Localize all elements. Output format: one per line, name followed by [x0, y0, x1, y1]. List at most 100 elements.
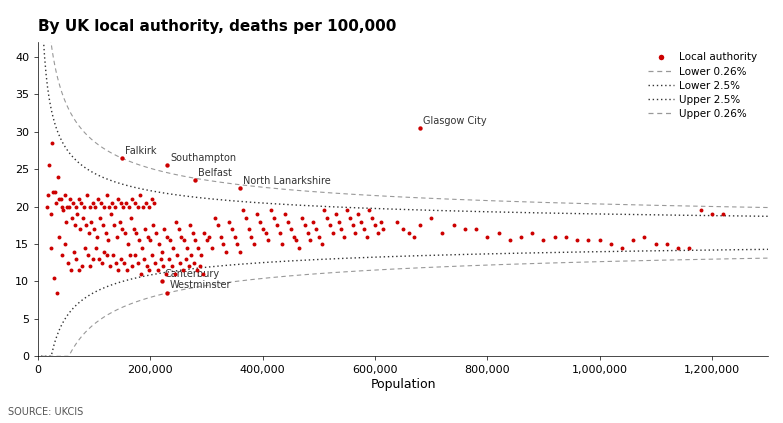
Point: [43, 162, 56, 169]
Point: [135, 244, 148, 251]
Point: [85, 218, 98, 225]
Point: [265, 207, 277, 214]
Point: [62, 259, 74, 266]
Point: [90, 244, 103, 251]
Point: [59, 241, 71, 247]
Point: [352, 211, 364, 217]
Point: [163, 255, 175, 262]
Point: [139, 200, 152, 206]
Point: [316, 241, 328, 247]
Point: [60, 218, 73, 225]
Point: [182, 263, 195, 270]
Point: [206, 244, 218, 251]
Point: [372, 229, 384, 236]
Point: [560, 233, 572, 240]
Point: [142, 233, 154, 240]
Point: [47, 188, 60, 195]
Point: [672, 244, 684, 251]
Point: [45, 211, 57, 217]
Point: [161, 162, 174, 169]
Point: [112, 267, 124, 274]
Point: [192, 244, 204, 251]
Point: [571, 237, 583, 244]
Point: [215, 233, 227, 240]
Point: [290, 237, 303, 244]
Point: [112, 196, 124, 203]
Point: [144, 237, 157, 244]
Point: [150, 229, 162, 236]
Point: [95, 200, 107, 206]
Point: [321, 214, 334, 221]
Point: [148, 200, 161, 206]
Point: [161, 233, 174, 240]
Point: [73, 267, 85, 274]
Point: [56, 203, 68, 210]
Point: [481, 233, 493, 240]
Point: [344, 214, 356, 221]
Point: [270, 222, 283, 229]
Point: [67, 248, 80, 255]
Point: [262, 237, 275, 244]
Point: [87, 255, 99, 262]
Point: [374, 218, 387, 225]
Point: [514, 233, 527, 240]
Point: [139, 226, 151, 233]
Point: [189, 177, 201, 184]
Point: [171, 252, 184, 258]
Point: [251, 211, 263, 217]
Point: [236, 207, 249, 214]
Point: [179, 255, 192, 262]
Point: [217, 241, 229, 247]
Point: [160, 271, 172, 277]
Point: [52, 196, 65, 203]
Point: [273, 229, 286, 236]
Point: [369, 222, 381, 229]
Point: [81, 192, 93, 199]
Point: [64, 196, 77, 203]
Point: [155, 278, 168, 285]
Point: [493, 229, 505, 236]
Point: [117, 259, 130, 266]
Point: [88, 226, 100, 233]
Point: [503, 237, 516, 244]
Point: [459, 226, 471, 233]
Point: [169, 218, 182, 225]
Point: [61, 203, 74, 210]
Point: [335, 226, 348, 233]
Point: [229, 233, 241, 240]
Point: [104, 263, 117, 270]
Point: [355, 218, 367, 225]
Point: [98, 203, 110, 210]
Point: [276, 241, 289, 247]
Point: [211, 222, 224, 229]
Point: [52, 173, 64, 180]
Point: [191, 267, 204, 274]
Point: [447, 222, 460, 229]
Point: [470, 226, 482, 233]
Point: [96, 259, 108, 266]
Point: [358, 226, 370, 233]
Point: [177, 267, 189, 274]
Point: [80, 222, 92, 229]
Point: [304, 237, 316, 244]
Point: [126, 263, 139, 270]
Point: [138, 255, 150, 262]
Point: [115, 255, 128, 262]
Point: [125, 196, 138, 203]
Point: [157, 263, 170, 270]
Point: [146, 196, 158, 203]
Point: [392, 218, 404, 225]
Point: [72, 196, 85, 203]
Point: [103, 203, 116, 210]
Point: [128, 226, 140, 233]
Point: [604, 241, 617, 247]
Point: [46, 140, 59, 146]
Point: [143, 203, 155, 210]
Point: [167, 244, 179, 251]
Point: [105, 211, 117, 217]
Point: [186, 229, 199, 236]
Point: [82, 229, 95, 236]
Point: [223, 218, 236, 225]
Point: [174, 259, 186, 266]
Point: [330, 211, 342, 217]
